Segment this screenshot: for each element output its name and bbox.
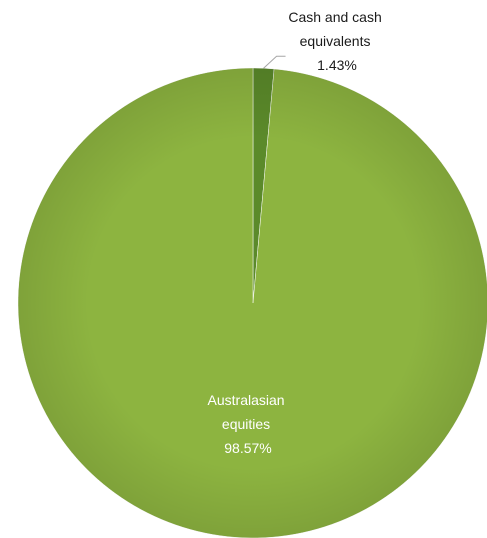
leader-line-cash (263, 55, 286, 69)
slice-label-equities-line1: Australasian (208, 392, 285, 408)
slice-value-equities: 98.57% (224, 440, 271, 456)
slice-label-cash-line2: equivalents (300, 33, 371, 49)
pie-slice-equities (17, 67, 487, 538)
pie-slices (17, 67, 487, 538)
slice-value-cash: 1.43% (317, 57, 357, 73)
slice-label-cash-line1: Cash and cash (288, 9, 381, 25)
slice-label-cash: Cash and cash equivalents 1.43% (288, 9, 385, 73)
slice-label-equities: Australasian equities 98.57% (208, 392, 289, 456)
slice-label-equities-line2: equities (222, 416, 270, 432)
